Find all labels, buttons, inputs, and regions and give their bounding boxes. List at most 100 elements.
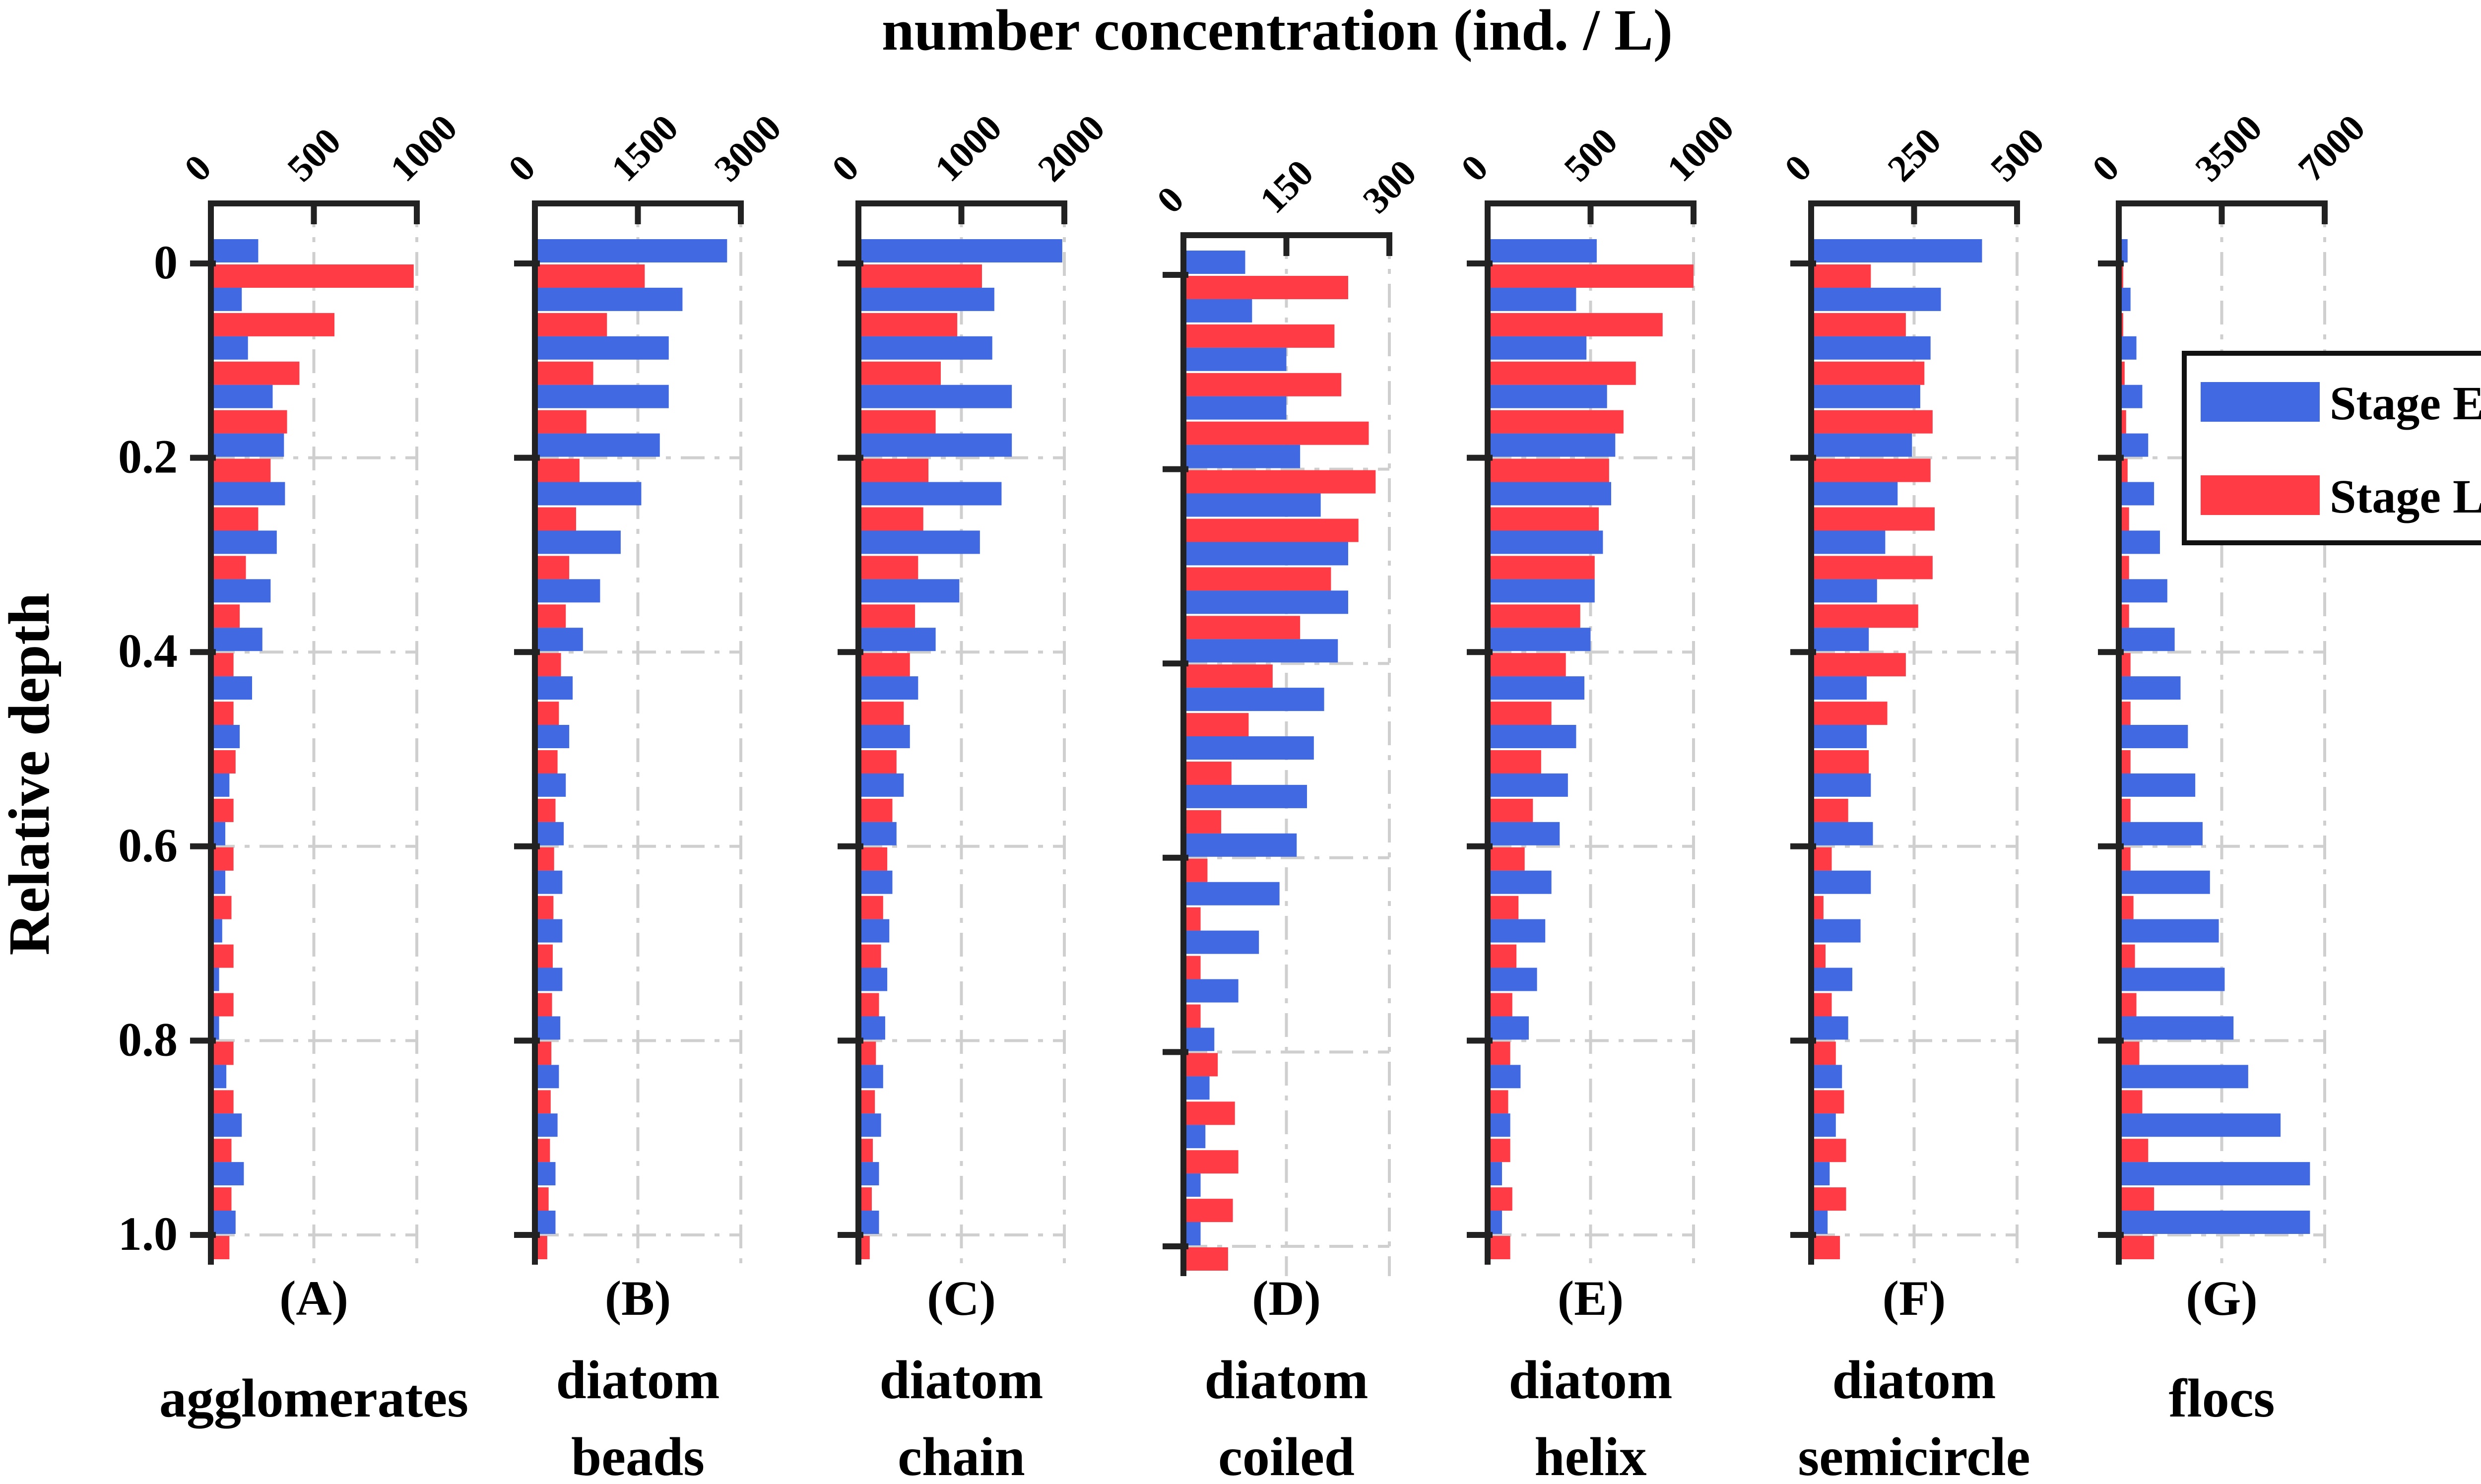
bar-stage-l: [2119, 1139, 2149, 1162]
bar-stage-e: [1811, 822, 1873, 845]
x-tick-label: 500: [1556, 120, 1626, 190]
bar-stage-e: [2119, 579, 2167, 603]
bar-stage-e: [1811, 433, 1912, 457]
legend-swatch-stage-l: [2201, 475, 2320, 515]
bar-stage-l: [2119, 1041, 2140, 1065]
bar-stage-l: [858, 313, 958, 336]
bar-stage-e: [1488, 676, 1585, 700]
bar-stage-e: [211, 1113, 242, 1137]
bar-stage-e: [535, 579, 600, 603]
bar-stage-l: [1811, 410, 1933, 434]
bar-stage-e: [858, 385, 1012, 408]
bar-stage-e: [2119, 822, 2203, 845]
bar-stage-l: [1183, 1247, 1228, 1271]
bar-stage-e: [2119, 1065, 2248, 1089]
bar-stage-e: [2119, 725, 2188, 748]
bar-stage-e: [1183, 833, 1297, 857]
bar-stage-l: [535, 556, 570, 580]
bar-stage-l: [1183, 762, 1232, 785]
bar-stage-e: [1183, 445, 1301, 468]
panel-name: diatom: [1832, 1350, 1996, 1410]
bar-stage-l: [535, 604, 566, 628]
bar-stage-e: [1811, 725, 1867, 748]
bar-stage-l: [1811, 1187, 1846, 1211]
bar-stage-l: [211, 556, 246, 580]
bar-stage-e: [2119, 1211, 2310, 1234]
bar-stage-l: [211, 896, 232, 919]
bar-stage-e: [858, 482, 1002, 506]
grid-layer: [211, 203, 2326, 1276]
bar-stage-e: [1183, 396, 1287, 420]
panel-letter: (F): [1883, 1271, 1946, 1326]
bar-stage-e: [1488, 628, 1591, 651]
bar-stage-e: [211, 287, 242, 311]
bar-stage-e: [2119, 433, 2149, 457]
bar-stage-l: [211, 458, 271, 482]
bar-stage-e: [1183, 882, 1280, 905]
bar-stage-l: [1811, 993, 1832, 1017]
bar-stage-l: [858, 507, 923, 531]
bar-stage-l: [858, 410, 936, 434]
bar-stage-l: [211, 313, 334, 336]
bar-stage-e: [535, 628, 583, 651]
bar-stage-e: [535, 676, 573, 700]
bar-stage-l: [1183, 373, 1342, 396]
bar-stage-e: [211, 725, 240, 748]
bar-stage-l: [1811, 750, 1869, 774]
panel-name: helix: [1534, 1426, 1646, 1484]
x-tick-label: 250: [1880, 120, 1949, 190]
legend: Stage E Stage L: [2182, 351, 2481, 545]
bar-stage-e: [1183, 590, 1348, 614]
bar-stage-l: [211, 1090, 234, 1114]
x-tick-label: 3500: [2187, 107, 2270, 190]
bar-stage-e: [1183, 299, 1252, 323]
bar-stage-l: [535, 264, 645, 288]
bar-stage-l: [1488, 507, 1599, 531]
bar-stage-e: [1488, 919, 1546, 943]
bar-stage-e: [1183, 1076, 1210, 1100]
bar-stage-l: [211, 798, 234, 822]
bar-stage-l: [1183, 567, 1331, 591]
bar-stage-e: [1811, 870, 1871, 894]
bar-stage-l: [1488, 1236, 1510, 1259]
bar-stage-e: [1488, 725, 1576, 748]
bar-stage-e: [535, 1065, 559, 1089]
bar-stage-l: [1488, 702, 1552, 725]
bar-stage-l: [211, 993, 234, 1017]
bar-stage-e: [858, 239, 1062, 262]
x-tick-label: 7000: [2290, 107, 2373, 190]
bar-stage-l: [211, 750, 236, 774]
bar-stage-e: [535, 1016, 561, 1040]
bar-stage-l: [1488, 1090, 1508, 1114]
bar-stage-e: [535, 822, 564, 845]
bar-stage-l: [211, 653, 234, 677]
bar-stage-e: [1811, 1113, 1836, 1137]
bar-stage-e: [1811, 968, 1852, 991]
bar-stage-e: [858, 773, 904, 797]
panel-letter: (C): [927, 1271, 996, 1326]
x-tick-label: 1000: [927, 107, 1010, 190]
bar-stage-e: [535, 433, 660, 457]
bar-stage-e: [535, 482, 642, 506]
bar-stage-e: [858, 579, 960, 603]
bar-stage-l: [211, 1041, 234, 1065]
bar-stage-l: [535, 750, 558, 774]
bar-stage-l: [1488, 604, 1580, 628]
bar-stage-e: [858, 870, 893, 894]
bar-stage-l: [1811, 458, 1931, 482]
panel-letter: (D): [1252, 1271, 1321, 1326]
bar-stage-l: [1488, 313, 1663, 336]
bar-stage-e: [1183, 639, 1338, 663]
bar-stage-e: [535, 725, 570, 748]
bar-stage-l: [2119, 1236, 2155, 1259]
bar-stage-e: [535, 1162, 556, 1186]
bar-stage-e: [1488, 1065, 1521, 1089]
bar-stage-l: [858, 798, 893, 822]
bar-stage-e: [858, 968, 888, 991]
bar-stage-e: [1488, 1016, 1529, 1040]
bar-stage-l: [1811, 1041, 1836, 1065]
bar-stage-e: [1488, 482, 1611, 506]
bar-stage-l: [211, 944, 234, 968]
bar-stage-l: [1811, 702, 1888, 725]
bar-stage-l: [211, 507, 259, 531]
